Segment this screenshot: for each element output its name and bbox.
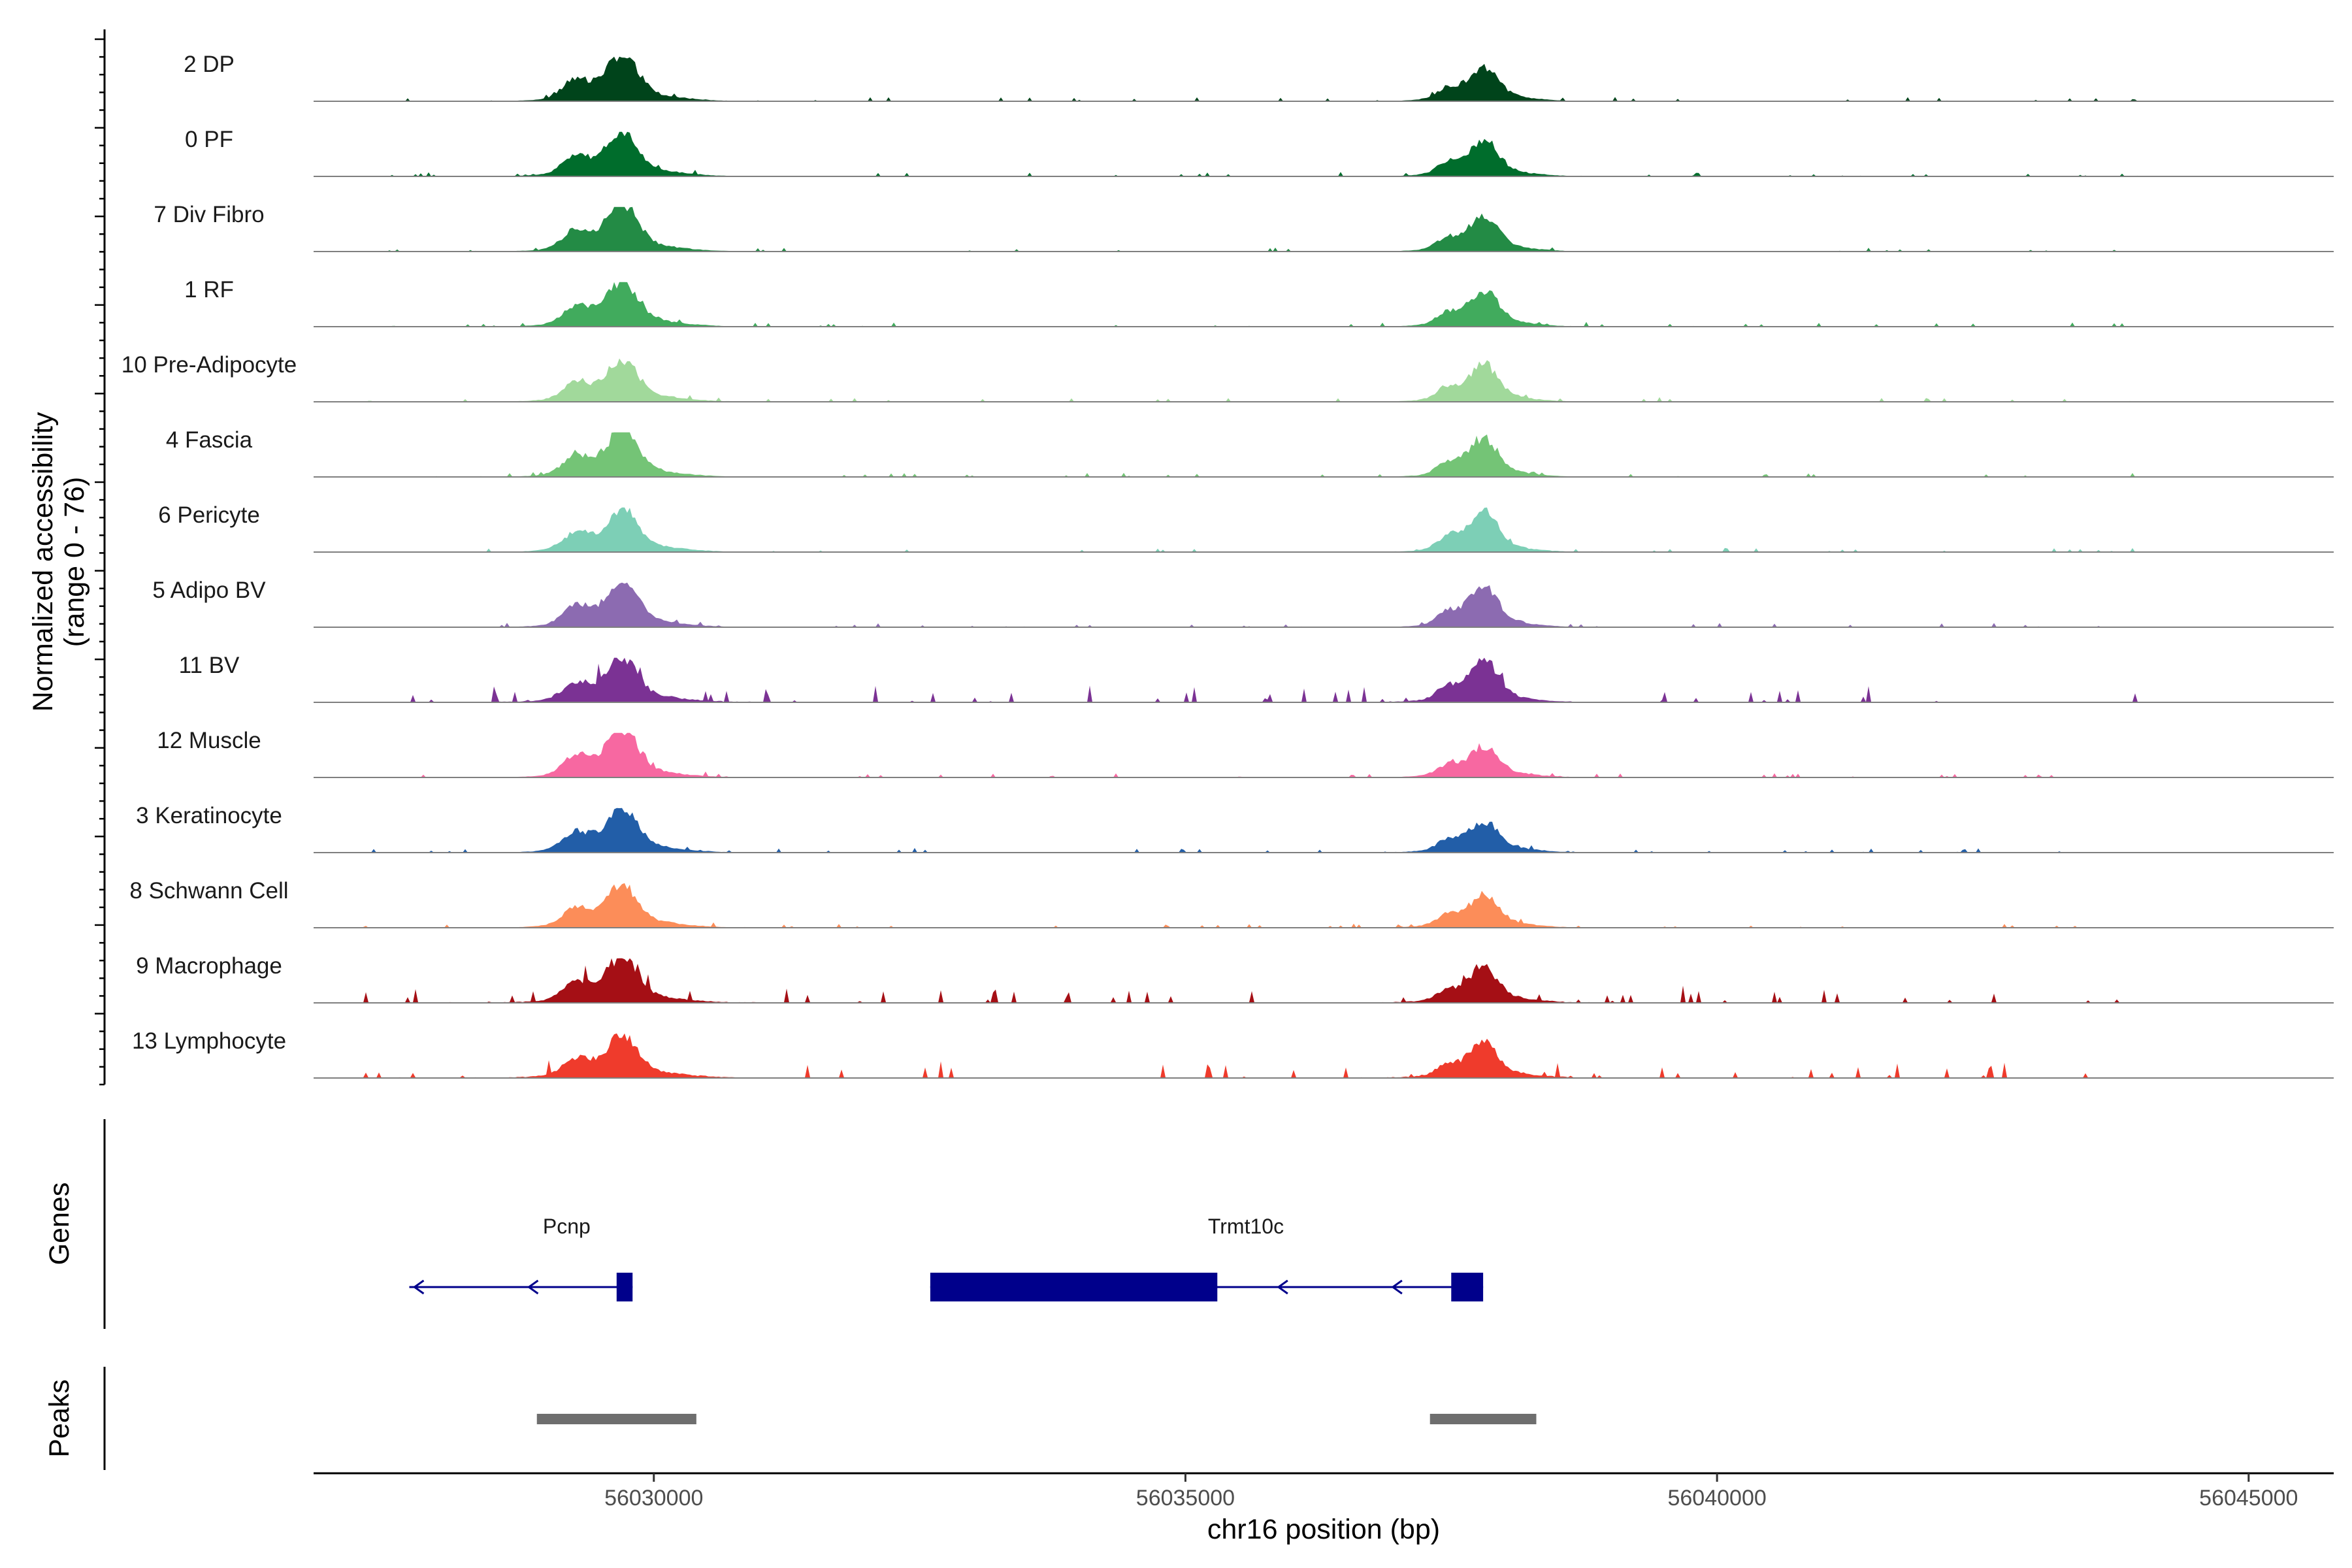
peaks-axis-title: Peaks (44, 1379, 75, 1458)
coverage-area (314, 958, 2138, 1003)
track-12-muscle: 12 Muscle (157, 728, 2334, 778)
track-13-lymphocyte: 13 Lymphocyte (132, 1028, 2334, 1079)
track-3-keratinocyte: 3 Keratinocyte (136, 803, 2334, 853)
gene-trmt10c: Trmt10c (930, 1215, 1484, 1301)
strand-arrow (527, 1279, 539, 1295)
coverage-area (314, 282, 2138, 327)
track-10-pre-adipocyte: 10 Pre-Adipocyte (122, 352, 2334, 402)
gene-pcnp: Pcnp (409, 1215, 633, 1301)
coverage-area (314, 131, 2138, 176)
track-1-rf: 1 RF (184, 277, 2334, 327)
track-label: 7 Div Fibro (154, 202, 264, 227)
x-axis-title: chr16 position (bp) (1207, 1514, 1440, 1545)
x-tick-label: 56035000 (1136, 1486, 1235, 1511)
track-7-div-fibro: 7 Div Fibro (154, 202, 2334, 252)
coverage-y-axis (95, 29, 106, 1086)
exon (930, 1273, 1218, 1301)
genes-axis-title: Genes (44, 1183, 75, 1266)
peak-regions (536, 1414, 1537, 1424)
track-label: 4 Fascia (166, 427, 253, 453)
x-axis-ticks: 56030000 56035000 56040000 56045000 (604, 1473, 2298, 1511)
track-label: 6 Pericyte (158, 502, 260, 528)
y-axis-title-range: (range 0 - 76) (59, 477, 90, 647)
exon (1451, 1273, 1484, 1301)
track-6-pericyte: 6 Pericyte (158, 502, 2334, 553)
track-label: 11 BV (179, 653, 240, 678)
peak-region (536, 1414, 696, 1424)
track-0-pf: 0 PF (185, 127, 2334, 177)
coverage-area (314, 1033, 2138, 1078)
track-label: 0 PF (185, 127, 233, 152)
track-label: 10 Pre-Adipocyte (122, 352, 297, 378)
exon (616, 1273, 633, 1301)
x-tick-label: 56040000 (1667, 1486, 1766, 1511)
track-label: 12 Muscle (157, 728, 261, 753)
coverage-tracks: 2 DP 0 PF 7 Div Fibro 1 RF 10 Pre-Adipocyte 4… (122, 52, 2334, 1079)
track-4-fascia: 4 Fascia (166, 427, 2334, 478)
peak-region (1429, 1414, 1537, 1424)
strand-arrow (1277, 1279, 1288, 1295)
x-tick-label: 56045000 (2199, 1486, 2298, 1511)
coverage-area (314, 56, 2138, 101)
track-label: 8 Schwann Cell (129, 878, 288, 904)
coverage-area (314, 582, 2138, 627)
gene-annotations: Pcnp Trmt10c (409, 1215, 1484, 1301)
y-axis-title: Normalized accessibility (27, 412, 59, 711)
track-label: 1 RF (184, 277, 234, 302)
x-tick-label: 56030000 (604, 1486, 703, 1511)
track-11-bv: 11 BV (179, 653, 2334, 703)
coverage-area (314, 657, 2138, 702)
strand-arrow (1391, 1279, 1403, 1295)
track-label: 9 Macrophage (136, 953, 282, 979)
coverage-area (314, 358, 2138, 402)
track-label: 3 Keratinocyte (136, 803, 282, 828)
coverage-area (314, 732, 2138, 777)
coverage-area (314, 432, 2138, 477)
strand-arrow (412, 1279, 425, 1295)
track-label: 13 Lymphocyte (132, 1028, 286, 1054)
track-label: 2 DP (184, 52, 235, 77)
track-9-macrophage: 9 Macrophage (136, 953, 2334, 1004)
track-2-dp: 2 DP (184, 52, 2334, 102)
track-label: 5 Adipo BV (152, 578, 266, 603)
gene-label: Pcnp (543, 1215, 591, 1238)
coverage-area (314, 507, 2138, 552)
coverage-area (314, 808, 2138, 853)
coverage-axis-ticks (95, 38, 105, 1086)
coverage-area (314, 883, 2138, 928)
gene-label: Trmt10c (1208, 1215, 1284, 1238)
coverage-area (314, 206, 2138, 252)
track-8-schwann-cell: 8 Schwann Cell (129, 878, 2334, 928)
track-5-adipo-bv: 5 Adipo BV (152, 578, 2334, 628)
